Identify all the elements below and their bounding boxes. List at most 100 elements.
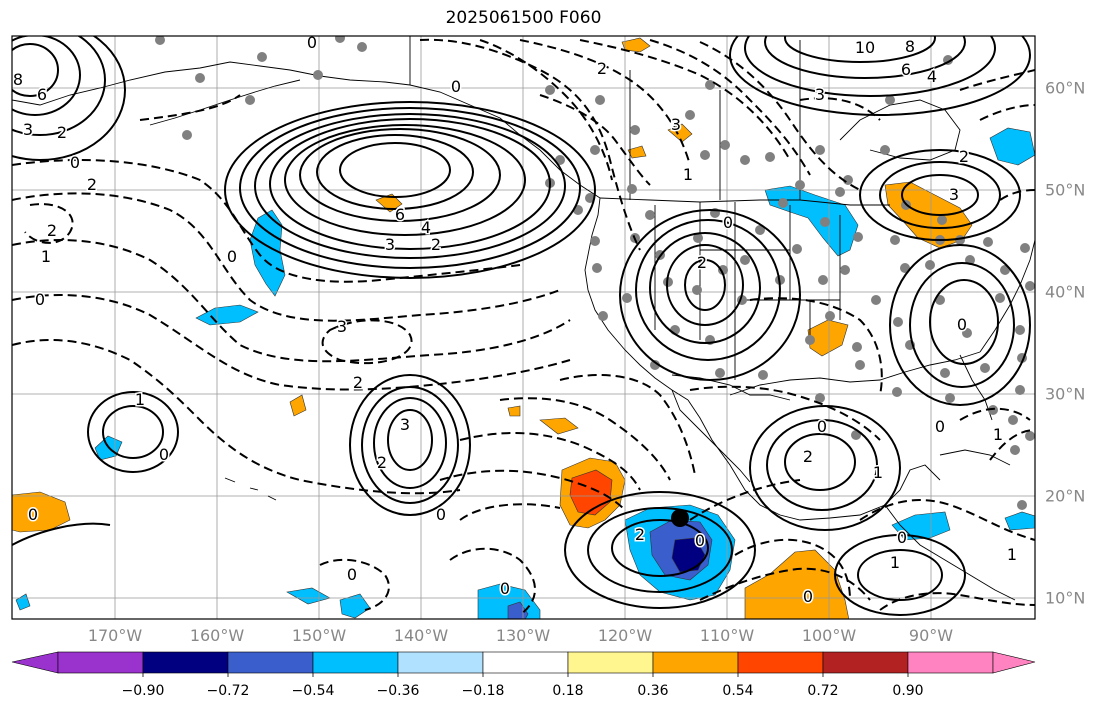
colorbar-max-extend xyxy=(992,651,1036,674)
colorbar-tick-label: 0.36 xyxy=(637,683,669,699)
contour-label: 3 xyxy=(949,185,959,204)
contour-label: 2 xyxy=(47,221,57,240)
contour-west-high xyxy=(87,391,179,473)
colorbar-swatch xyxy=(567,651,654,674)
shade-blue-caribbean xyxy=(891,511,951,541)
west-coast-us xyxy=(584,197,689,401)
contour-label: 6 xyxy=(395,205,405,224)
contour-label: 2 xyxy=(959,147,969,166)
contour-label: 1 xyxy=(41,247,51,266)
contour-labels: 0 8 6 3 2 0 2 2 1 0 6 4 3 2 0 3 2 1 0 3 … xyxy=(11,32,1018,608)
contour-label: 3 xyxy=(400,415,410,434)
yucatan xyxy=(884,464,941,506)
coastlines xyxy=(12,36,1035,601)
contour-label: 0 xyxy=(451,77,461,96)
contours xyxy=(12,36,1031,616)
contour-label: 2 xyxy=(57,123,67,142)
baja xyxy=(671,389,751,483)
colorbar-swatch xyxy=(822,651,909,674)
contour-label: 1 xyxy=(135,390,145,409)
contour-label: 1 xyxy=(873,463,883,482)
hawaii xyxy=(224,477,277,501)
shade-orange-cent-am xyxy=(744,549,850,619)
lat-label: 40°N xyxy=(1045,282,1086,302)
contour-mexico-low xyxy=(564,491,756,609)
contour-subtrop-high xyxy=(349,374,471,516)
lon-label: 90°W xyxy=(908,626,954,645)
us-mexico-border xyxy=(671,374,791,401)
shade-orange-pacific-sm xyxy=(289,394,307,417)
shade-orange-pacific-sm3 xyxy=(507,405,521,417)
contour-label: 3 xyxy=(337,317,347,336)
gulf-coast xyxy=(729,351,981,396)
mexico-coast xyxy=(687,399,886,521)
shade-blue-hawaii-west xyxy=(195,304,259,326)
contour-pacific-high xyxy=(224,101,596,279)
contour-label: 10 xyxy=(855,38,875,57)
contour-label: 2 xyxy=(377,453,387,472)
colorbar-tick-label: −0.72 xyxy=(206,683,250,699)
colorbar xyxy=(11,651,1036,677)
contour-label: 0 xyxy=(227,247,237,266)
shade-blue-great-plains xyxy=(764,185,859,257)
lon-label: 130°W xyxy=(495,626,551,645)
contour-mexico-high xyxy=(749,405,901,531)
colorbar-tick-label: −0.90 xyxy=(121,683,165,699)
colorbar-tick-label: 0.72 xyxy=(807,683,839,699)
contour-label: 2 xyxy=(635,525,645,544)
contour-label: 0 xyxy=(436,505,446,524)
contour-label: 0 xyxy=(817,417,827,436)
contour-label: 3 xyxy=(815,85,825,104)
shade-blue-south-small xyxy=(339,593,371,619)
colorbar-swatch xyxy=(397,651,484,674)
contour-label: 6 xyxy=(37,85,47,104)
contour-label: 0 xyxy=(897,528,907,547)
hudson-bay xyxy=(839,99,961,161)
contour-label: 0 xyxy=(307,33,317,52)
contour-label: 0 xyxy=(347,565,357,584)
colorbar-swatch xyxy=(652,651,739,674)
contour-label: 0 xyxy=(723,213,733,232)
contour-label: 0 xyxy=(70,153,80,172)
shade-orange-canada2 xyxy=(627,145,647,159)
contour-label: 0 xyxy=(500,579,510,598)
contour-label: 3 xyxy=(385,235,395,254)
contour-label: 2 xyxy=(87,175,97,194)
lat-label: 20°N xyxy=(1045,486,1086,506)
colorbar-tick-label: 0.90 xyxy=(892,683,924,699)
contour-label: 2 xyxy=(697,253,707,272)
lon-label: 160°W xyxy=(189,626,245,645)
colorbar-swatch xyxy=(227,651,314,674)
contour-label: 2 xyxy=(353,373,363,392)
contour-label: 1 xyxy=(1007,545,1017,564)
lon-label: 100°W xyxy=(801,626,857,645)
state-lines-1 xyxy=(654,202,841,380)
colorbar-tick-label: −0.18 xyxy=(461,683,505,699)
shade-orange-far-west xyxy=(12,491,71,533)
contour-label: 3 xyxy=(23,120,33,139)
contour-label: 2 xyxy=(597,59,607,78)
lon-label: 140°W xyxy=(393,626,449,645)
lon-label: 150°W xyxy=(291,626,347,645)
shade-blue-south-small2 xyxy=(286,587,331,605)
contour-caribbean xyxy=(834,534,966,616)
lat-label: 50°N xyxy=(1045,180,1086,200)
contour-label: 0 xyxy=(695,531,705,550)
contour-label: 2 xyxy=(431,235,441,254)
province-lines xyxy=(409,36,801,200)
contour-label: 1 xyxy=(890,553,900,572)
lat-label: 30°N xyxy=(1045,384,1086,404)
colorbar-tick-label: 0.54 xyxy=(722,683,754,699)
shade-orange-top xyxy=(621,37,651,53)
colorbar-swatch xyxy=(312,651,399,674)
lon-label: 110°W xyxy=(699,626,755,645)
colorbar-swatch xyxy=(907,651,994,674)
shade-orange-pacific-sm2 xyxy=(539,417,579,435)
lon-label: 170°W xyxy=(87,626,143,645)
contour-label: 4 xyxy=(421,218,431,237)
contour-label: 0 xyxy=(957,315,967,334)
colorbar-min-extend xyxy=(11,651,59,674)
dashed-contours xyxy=(12,38,1035,616)
contour-label: 0 xyxy=(159,445,169,464)
